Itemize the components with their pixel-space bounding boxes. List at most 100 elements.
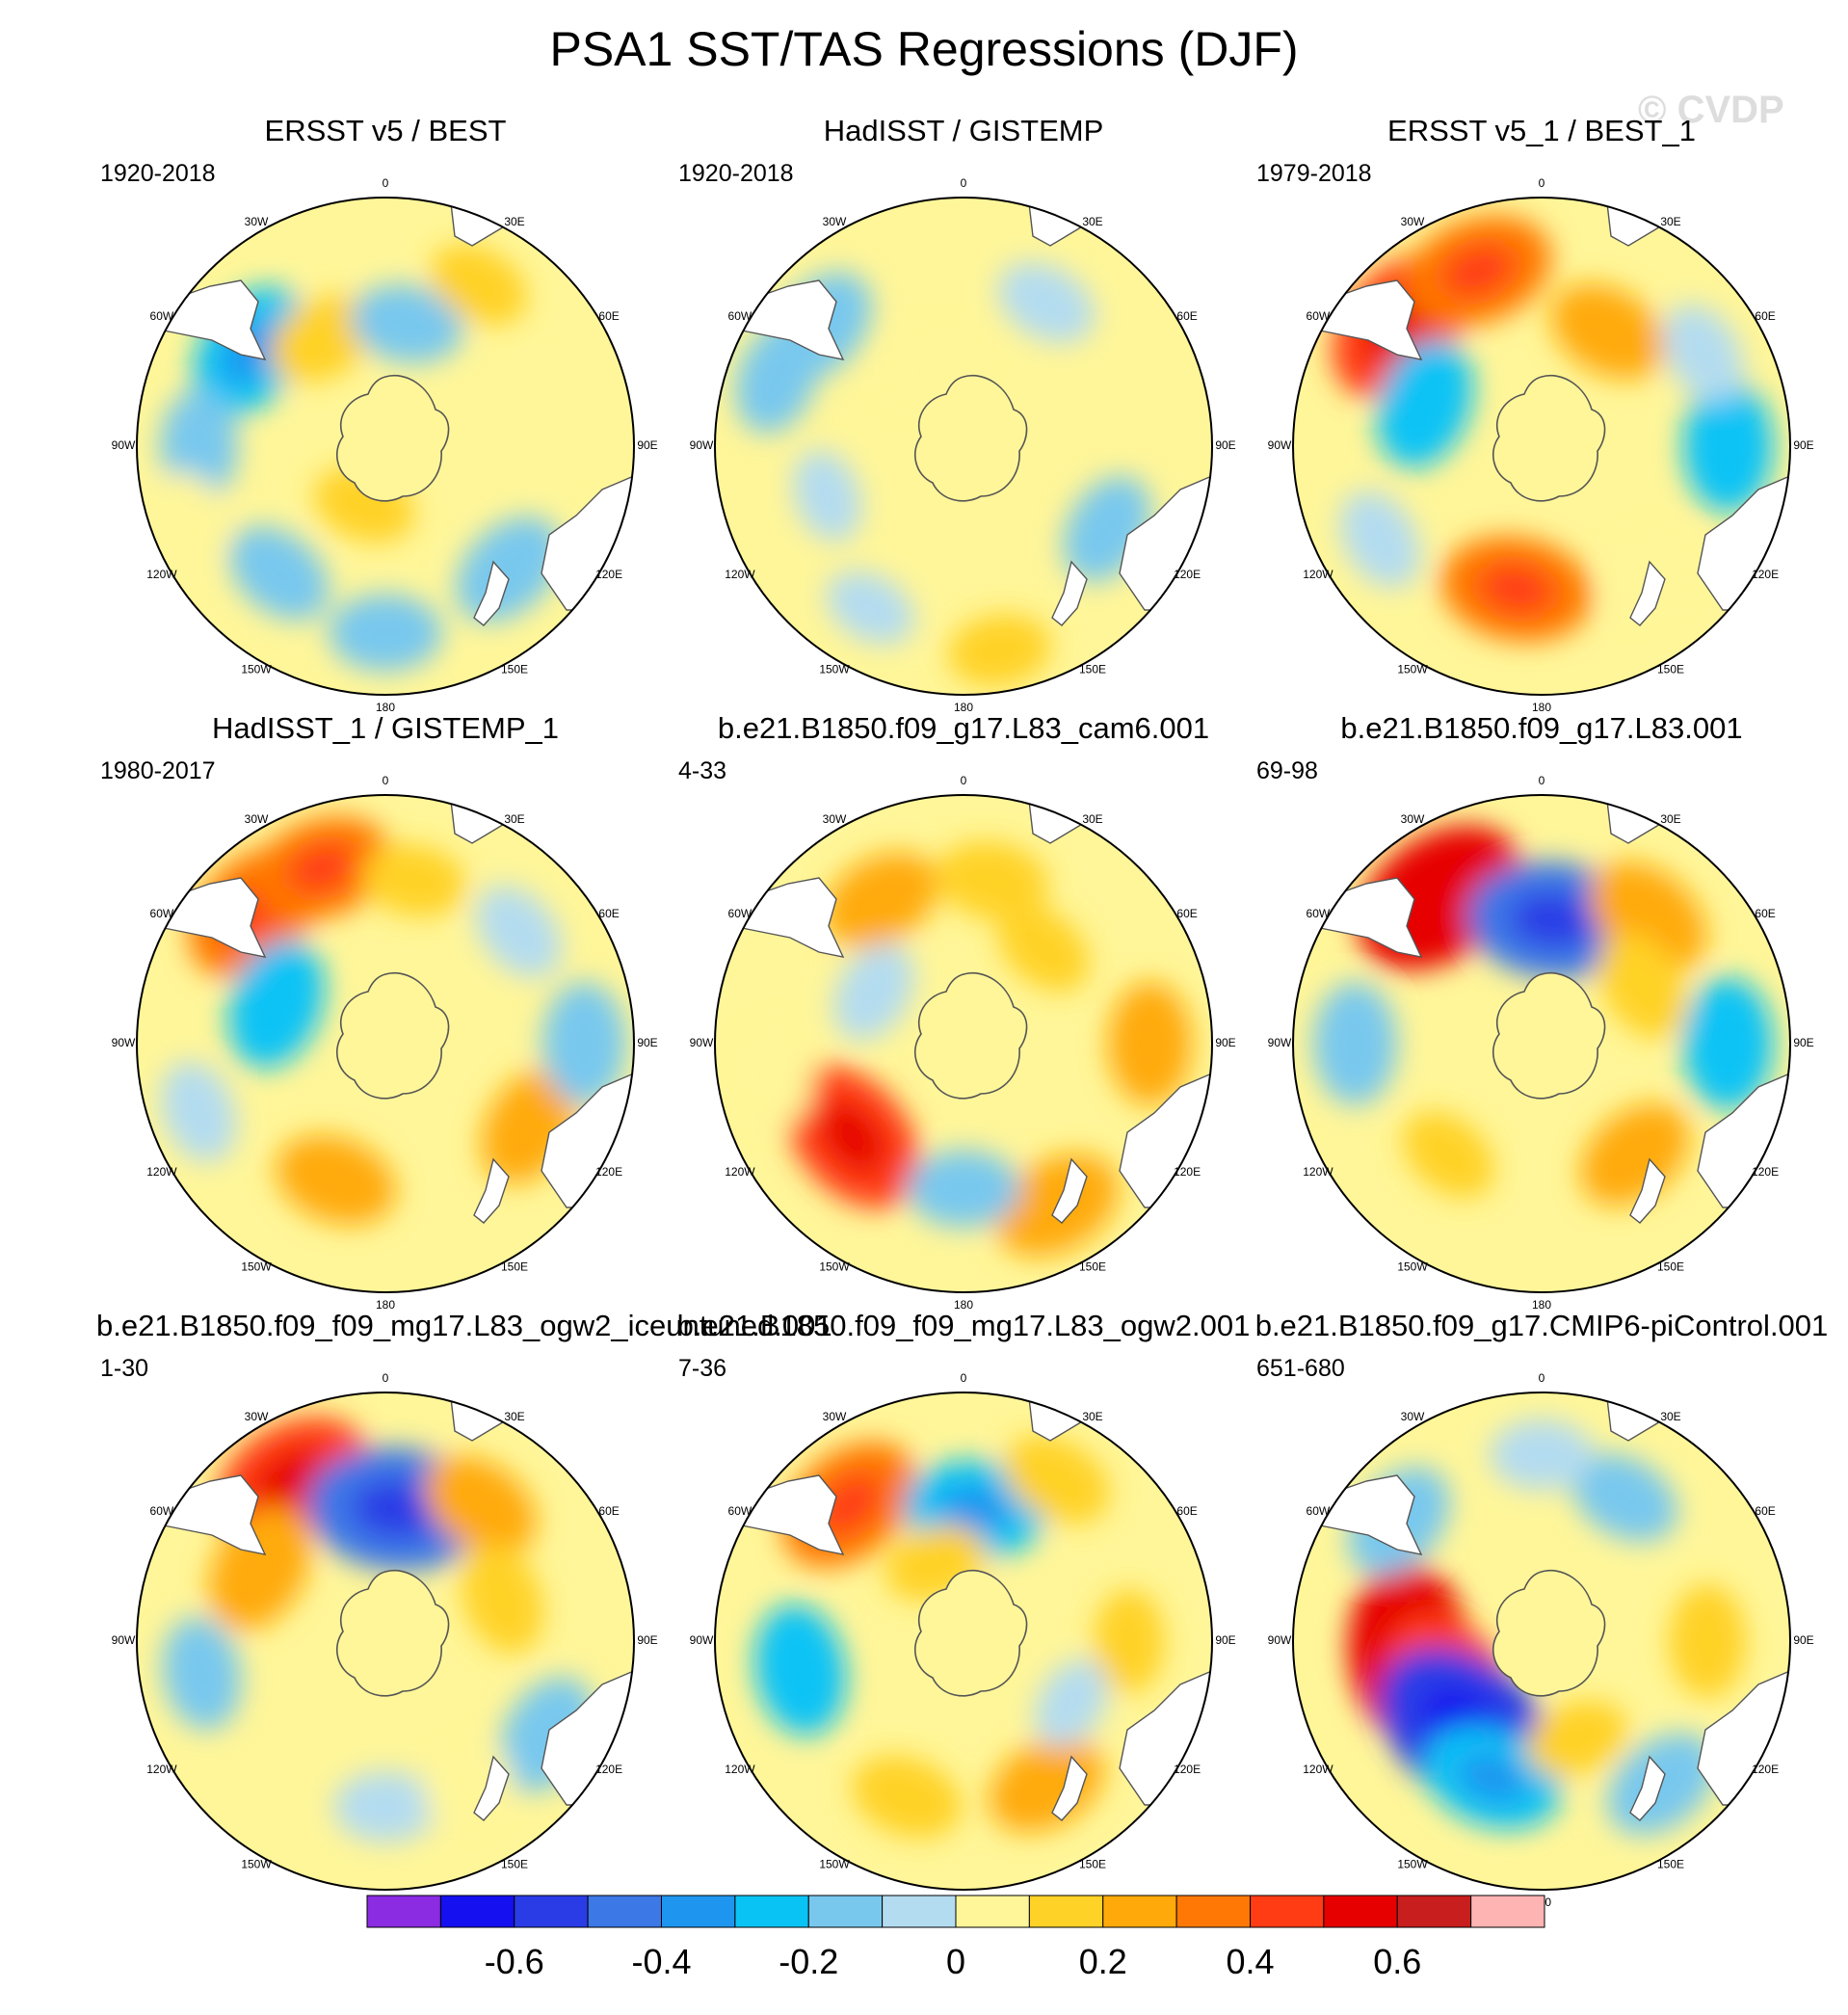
panel-years: 7-36 — [678, 1355, 727, 1382]
longitude-label: 60E — [1755, 309, 1775, 323]
anomaly-core — [1399, 862, 1480, 933]
map-border — [136, 1392, 635, 1891]
longitude-label: 60W — [1307, 309, 1331, 323]
colorbar-segment — [366, 1895, 441, 1928]
south-america-outline — [137, 1474, 267, 1555]
longitude-label: 90W — [112, 438, 136, 452]
colorbar-tick-label: -0.6 — [484, 1942, 544, 1981]
south-america-outline — [715, 877, 845, 958]
map-panel: b.e21.B1850.f09_f09_mg17.L83_ogw2.001 7-3… — [674, 1309, 1253, 1906]
panel-title: b.e21.B1850.f09_g17.CMIP6-piControl.001 — [1254, 1309, 1829, 1342]
panel-years: 1980-2017 — [100, 757, 216, 784]
australia-outline — [1697, 474, 1790, 611]
anomaly-region — [1526, 1700, 1627, 1777]
anomaly-region — [227, 940, 325, 1069]
longitude-label: 60E — [598, 1504, 619, 1518]
map-panel: HadISST / GISTEMP 1920-2018 0 30E 60E 90E 120E… — [674, 114, 1253, 711]
anomaly-region — [162, 1617, 242, 1730]
anomaly-region — [1668, 1584, 1747, 1698]
anomaly-region — [936, 840, 1049, 920]
longitude-label: 30W — [1401, 812, 1425, 826]
panel-title: ERSST v5 / BEST — [264, 114, 507, 147]
anomaly-region — [747, 1029, 813, 1124]
antarctica-outline — [335, 1569, 450, 1697]
anomaly-region — [475, 886, 562, 978]
map-panel: b.e21.B1850.f09_f09_mg17.L83_ogw2_iceunt… — [96, 1309, 832, 1906]
longitude-label: 60W — [728, 309, 752, 323]
main-title: PSA1 SST/TAS Regressions (DJF) — [549, 22, 1299, 76]
australia-outline — [1119, 1669, 1212, 1806]
longitude-label: 0 — [1539, 176, 1545, 190]
longitude-label: 90W — [690, 438, 714, 452]
antarctica-outline — [1492, 374, 1606, 502]
south-america-outline — [715, 1474, 845, 1555]
anomaly-region — [515, 370, 582, 464]
longitude-label: 30E — [504, 215, 524, 228]
anomaly-core — [287, 843, 356, 893]
longitude-label: 90W — [690, 1036, 714, 1049]
anomaly-region — [1571, 1453, 1677, 1542]
anomaly-region — [793, 450, 862, 542]
longitude-label: 90E — [1793, 438, 1813, 452]
colorbar-tick-label: 0.6 — [1373, 1942, 1422, 1981]
anomaly-region — [430, 244, 527, 326]
panel-title: HadISST_1 / GISTEMP_1 — [211, 711, 560, 745]
longitude-label: 150E — [1079, 662, 1106, 676]
longitude-label: 30E — [504, 812, 524, 826]
new-zealand-outline — [473, 560, 510, 626]
anomaly-region — [362, 844, 466, 916]
longitude-label: 60W — [150, 907, 174, 920]
longitude-label: 30W — [823, 215, 847, 228]
anomaly-core — [352, 1480, 442, 1538]
anomaly-region — [1376, 339, 1473, 468]
longitude-label: 150W — [1397, 1857, 1428, 1870]
colorbar-tick-label: 0 — [945, 1942, 966, 1981]
longitude-label: 150E — [501, 662, 528, 676]
longitude-label: 180 — [954, 701, 973, 711]
new-zealand-outline — [1051, 1157, 1088, 1224]
longitude-label: 0 — [961, 774, 967, 787]
south-america-outline — [137, 279, 267, 360]
longitude-label: 90W — [112, 1633, 136, 1647]
colorbar-tick-label: 0.4 — [1226, 1942, 1275, 1981]
anomaly-region — [823, 852, 938, 948]
map-border — [714, 794, 1213, 1293]
anomaly-core — [815, 1473, 883, 1536]
longitude-label: 90E — [1215, 1633, 1235, 1647]
colorbar-segment — [734, 1895, 809, 1928]
australia-outline — [1697, 1072, 1790, 1208]
map-border — [714, 1392, 1213, 1891]
longitude-label: 150E — [1657, 662, 1684, 676]
map-panel: b.e21.B1850.f09_g17.CMIP6-piControl.001 6… — [1253, 1309, 1831, 1906]
australia-outline — [1119, 1072, 1212, 1208]
anomaly-region — [833, 943, 914, 1041]
longitude-label: 120W — [725, 1165, 755, 1179]
south-america-outline — [715, 279, 845, 360]
longitude-label: 30W — [823, 812, 847, 826]
longitude-label: 120W — [1303, 568, 1333, 581]
longitude-label: 60W — [728, 1504, 752, 1518]
longitude-label: 150E — [501, 1259, 528, 1273]
longitude-label: 60E — [1176, 309, 1197, 323]
australia-outline — [1697, 1669, 1790, 1806]
longitude-label: 180 — [1532, 1298, 1551, 1309]
longitude-label: 30E — [1660, 215, 1680, 228]
anomaly-region — [852, 1755, 963, 1839]
colorbar-segment — [1102, 1895, 1177, 1928]
longitude-label: 60E — [598, 907, 619, 920]
anomaly-core — [1478, 564, 1554, 614]
longitude-label: 90W — [112, 1036, 136, 1049]
anomaly-region — [1402, 1111, 1494, 1198]
longitude-label: 120W — [725, 568, 755, 581]
anomaly-region — [1339, 490, 1421, 588]
longitude-label: 90E — [1793, 1036, 1813, 1049]
colorbar-segment — [514, 1895, 589, 1928]
panel-years: 651-680 — [1256, 1355, 1345, 1382]
panel-title: b.e21.B1850.f09_f09_mg17.L83_ogw2.001 — [676, 1309, 1251, 1342]
